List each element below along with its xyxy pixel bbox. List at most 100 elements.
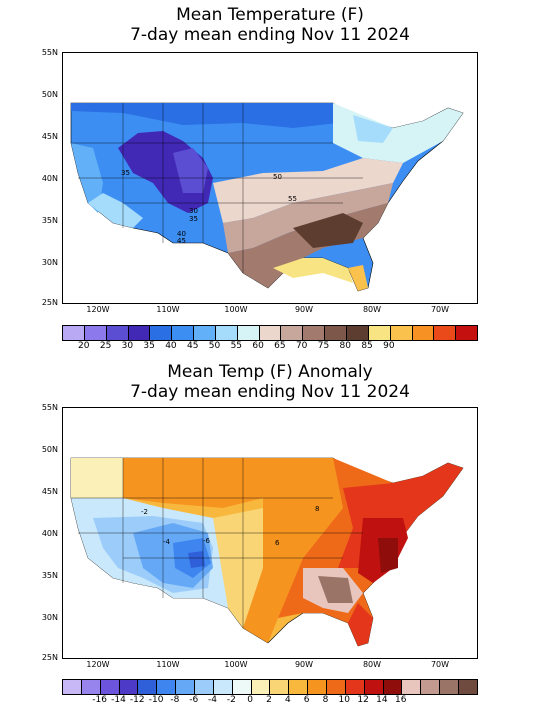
panel2-contour-label: 6	[275, 539, 280, 547]
panel1-lat-label: 55N	[41, 48, 58, 57]
colorbar-label: 0	[247, 695, 254, 705]
colorbar-label: 85	[361, 341, 373, 351]
colorbar-swatch	[412, 326, 435, 340]
colorbar-swatch	[327, 680, 346, 694]
colorbar-swatch	[281, 326, 304, 340]
panel2-contour-label: -4	[163, 538, 171, 546]
panel1-lon-label: 90W	[294, 305, 314, 314]
colorbar-label: 60	[252, 341, 264, 351]
panel1-title-line2: 7-day mean ending Nov 11 2024	[130, 25, 410, 45]
colorbar-swatch	[215, 326, 238, 340]
colorbar-swatch	[232, 680, 252, 694]
panel2-lat-label: 45N	[41, 487, 58, 496]
colorbar-label: 30	[121, 341, 134, 351]
panel2-lon-label: 80W	[362, 660, 382, 669]
panel2-lat-label: 50N	[41, 445, 58, 454]
colorbar-label: 90	[383, 341, 395, 351]
panel2-lon-label: 100W	[224, 660, 248, 669]
panel1-lon-label: 120W	[86, 305, 110, 314]
colorbar-swatch	[100, 680, 120, 694]
panel2-contour-label: -2	[141, 508, 148, 516]
colorbar-swatch	[63, 680, 82, 694]
colorbar-label: -16	[92, 695, 107, 705]
panel1-contour-label: 50	[273, 173, 282, 181]
panel1-lat-label: 50N	[41, 90, 58, 99]
colorbar-swatch	[194, 326, 216, 340]
panel1-colorbar	[62, 325, 478, 341]
panel2-lon-label: 110W	[156, 660, 180, 669]
panel1-lon-label: 110W	[156, 305, 180, 314]
colorbar-label: 14	[376, 695, 388, 705]
colorbar-swatch	[270, 680, 290, 694]
colorbar-label: 8	[322, 695, 329, 705]
colorbar-swatch	[346, 326, 369, 340]
colorbar-label: 12	[357, 695, 369, 705]
colorbar-swatch	[84, 326, 107, 340]
colorbar-label: -12	[129, 695, 145, 705]
colorbar-swatch	[289, 680, 309, 694]
panel2-lat-label: 35N	[41, 571, 58, 580]
colorbar-swatch	[368, 326, 391, 340]
colorbar-swatch	[325, 326, 347, 340]
colorbar-swatch	[213, 680, 233, 694]
colorbar-label: 20	[78, 341, 90, 351]
panel1-contour-label: 30	[189, 207, 198, 215]
panel1-contour-label: 35	[189, 215, 198, 223]
colorbar-swatch	[138, 680, 158, 694]
colorbar-label: 35	[143, 341, 155, 351]
colorbar-swatch	[195, 680, 214, 694]
panel1-temperature-map: 35 50 55 30 35 40 45	[62, 52, 478, 304]
colorbar-swatch	[434, 326, 457, 340]
colorbar-swatch	[259, 326, 282, 340]
colorbar-label: -10	[148, 695, 164, 705]
colorbar-swatch	[421, 680, 441, 694]
panel1-contour-label: 55	[288, 195, 297, 203]
colorbar-swatch	[345, 680, 365, 694]
panel2-lat-label: 30N	[41, 613, 58, 622]
colorbar-swatch	[176, 680, 196, 694]
colorbar-swatch	[402, 680, 422, 694]
colorbar-swatch	[63, 326, 85, 340]
colorbar-swatch	[303, 326, 326, 340]
colorbar-label: 80	[339, 341, 351, 351]
panel1-contour-label: 45	[177, 237, 186, 245]
colorbar-swatch	[237, 326, 260, 340]
panel1-lon-label: 100W	[224, 305, 248, 314]
panel1-lat-label: 30N	[41, 258, 58, 267]
colorbar-label: 16	[394, 695, 407, 705]
colorbar-label: 4	[284, 695, 291, 705]
colorbar-label: 6	[303, 695, 310, 705]
colorbar-label: 75	[317, 341, 330, 351]
colorbar-swatch	[251, 680, 271, 694]
colorbar-swatch	[128, 326, 151, 340]
panel1-lat-label: 40N	[41, 174, 58, 183]
colorbar-swatch	[364, 680, 384, 694]
panel2-lon-label: 120W	[86, 660, 110, 669]
colorbar-label: -14	[111, 695, 126, 705]
panel1-lat-label: 45N	[41, 132, 58, 141]
colorbar-label: 10	[338, 695, 350, 705]
colorbar-label: 40	[165, 341, 177, 351]
colorbar-label: 55	[230, 341, 243, 351]
panel1-lat-label: 25N	[41, 298, 58, 307]
colorbar-swatch	[172, 326, 195, 340]
panel2-contour-label: -6	[203, 537, 211, 545]
colorbar-label: 2	[266, 695, 272, 705]
colorbar-swatch	[308, 680, 328, 694]
panel2-colorbar	[62, 679, 478, 695]
panel2-lat-label: 25N	[41, 653, 58, 662]
colorbar-label: -6	[189, 695, 199, 705]
panel2-lat-label: 40N	[41, 529, 58, 538]
colorbar-label: -2	[226, 695, 236, 705]
colorbar-swatch	[150, 326, 173, 340]
colorbar-swatch	[459, 680, 477, 694]
colorbar-swatch	[440, 680, 460, 694]
colorbar-swatch	[106, 326, 129, 340]
colorbar-label: -8	[170, 695, 180, 705]
panel2-title-line1: Mean Temp (F) Anomaly	[167, 362, 373, 382]
panel1-lon-label: 70W	[430, 305, 450, 314]
panel2-lon-label: 70W	[430, 660, 450, 669]
panel1-lon-label: 80W	[362, 305, 382, 314]
panel1-contour-label: 35	[121, 169, 130, 177]
colorbar-label: -4	[208, 695, 218, 705]
